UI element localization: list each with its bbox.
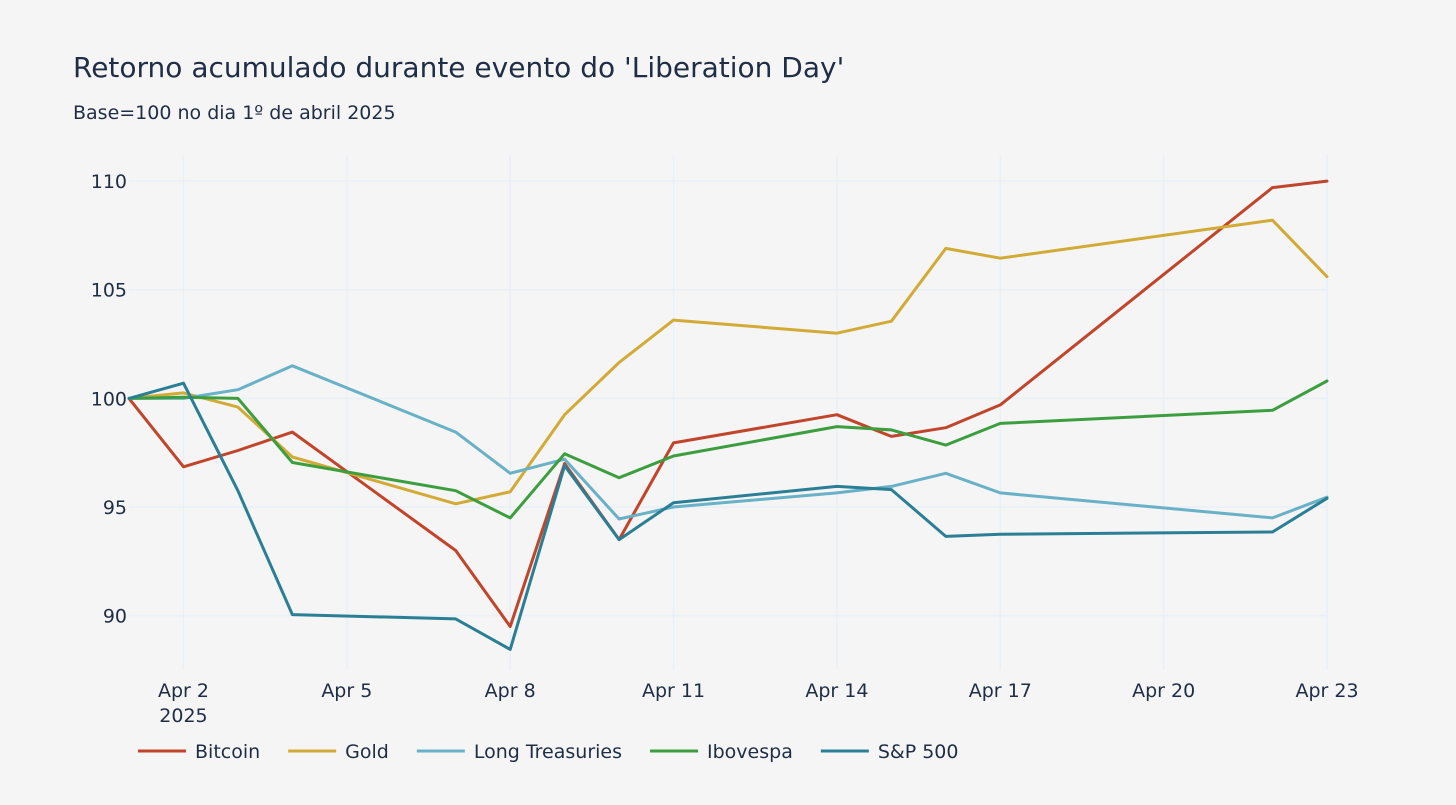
legend-label: Ibovespa bbox=[707, 741, 793, 763]
legend-item-long-treasuries[interactable]: Long Treasuries bbox=[416, 741, 622, 763]
series-layer bbox=[127, 179, 1329, 651]
series-line-long-treasuries bbox=[127, 364, 1329, 521]
series-line-ibovespa bbox=[127, 379, 1329, 520]
x-tick-label: Apr 5 bbox=[321, 680, 372, 702]
series-line-bitcoin bbox=[127, 179, 1329, 628]
chart-title: Retorno acumulado durante evento do 'Lib… bbox=[73, 51, 844, 84]
x-tick-label: Apr 17 bbox=[969, 680, 1032, 702]
legend-item-ibovespa[interactable]: Ibovespa bbox=[650, 741, 793, 763]
chart-subtitle: Base=100 no dia 1º de abril 2025 bbox=[73, 102, 396, 124]
series-line-s-p-500 bbox=[127, 381, 1329, 651]
grid-layer bbox=[129, 155, 1328, 670]
y-tick-label: 105 bbox=[91, 280, 127, 302]
x-tick-sublabel: 2025 bbox=[159, 705, 207, 727]
x-tick-labels: Apr 2 2025 Apr 5 Apr 8 Apr 11 Apr 14 Apr 17 Apr… bbox=[158, 680, 1359, 727]
x-tick-label: Apr 2 bbox=[158, 680, 209, 702]
y-tick-labels: 90 95 100 105 110 bbox=[91, 171, 127, 628]
legend-item-bitcoin[interactable]: Bitcoin bbox=[138, 741, 260, 763]
legend-item-s-p-500[interactable]: S&P 500 bbox=[820, 741, 959, 763]
y-tick-label: 90 bbox=[103, 606, 127, 628]
x-tick-label: Apr 20 bbox=[1132, 680, 1195, 702]
legend[interactable]: Bitcoin Gold Long Treasuries Ibovespa S&P 50… bbox=[138, 741, 958, 763]
legend-label: Bitcoin bbox=[195, 741, 260, 763]
y-tick-label: 110 bbox=[91, 171, 127, 193]
legend-label: Gold bbox=[345, 741, 389, 763]
x-tick-label: Apr 11 bbox=[642, 680, 705, 702]
y-tick-label: 100 bbox=[91, 388, 127, 410]
legend-item-gold[interactable]: Gold bbox=[288, 741, 389, 763]
x-tick-label: Apr 23 bbox=[1295, 680, 1358, 702]
x-tick-label: Apr 14 bbox=[805, 680, 868, 702]
series-line-gold bbox=[127, 218, 1329, 506]
legend-label: S&P 500 bbox=[878, 741, 959, 763]
legend-label: Long Treasuries bbox=[474, 741, 622, 763]
x-tick-label: Apr 8 bbox=[485, 680, 536, 702]
y-tick-label: 95 bbox=[103, 497, 127, 519]
